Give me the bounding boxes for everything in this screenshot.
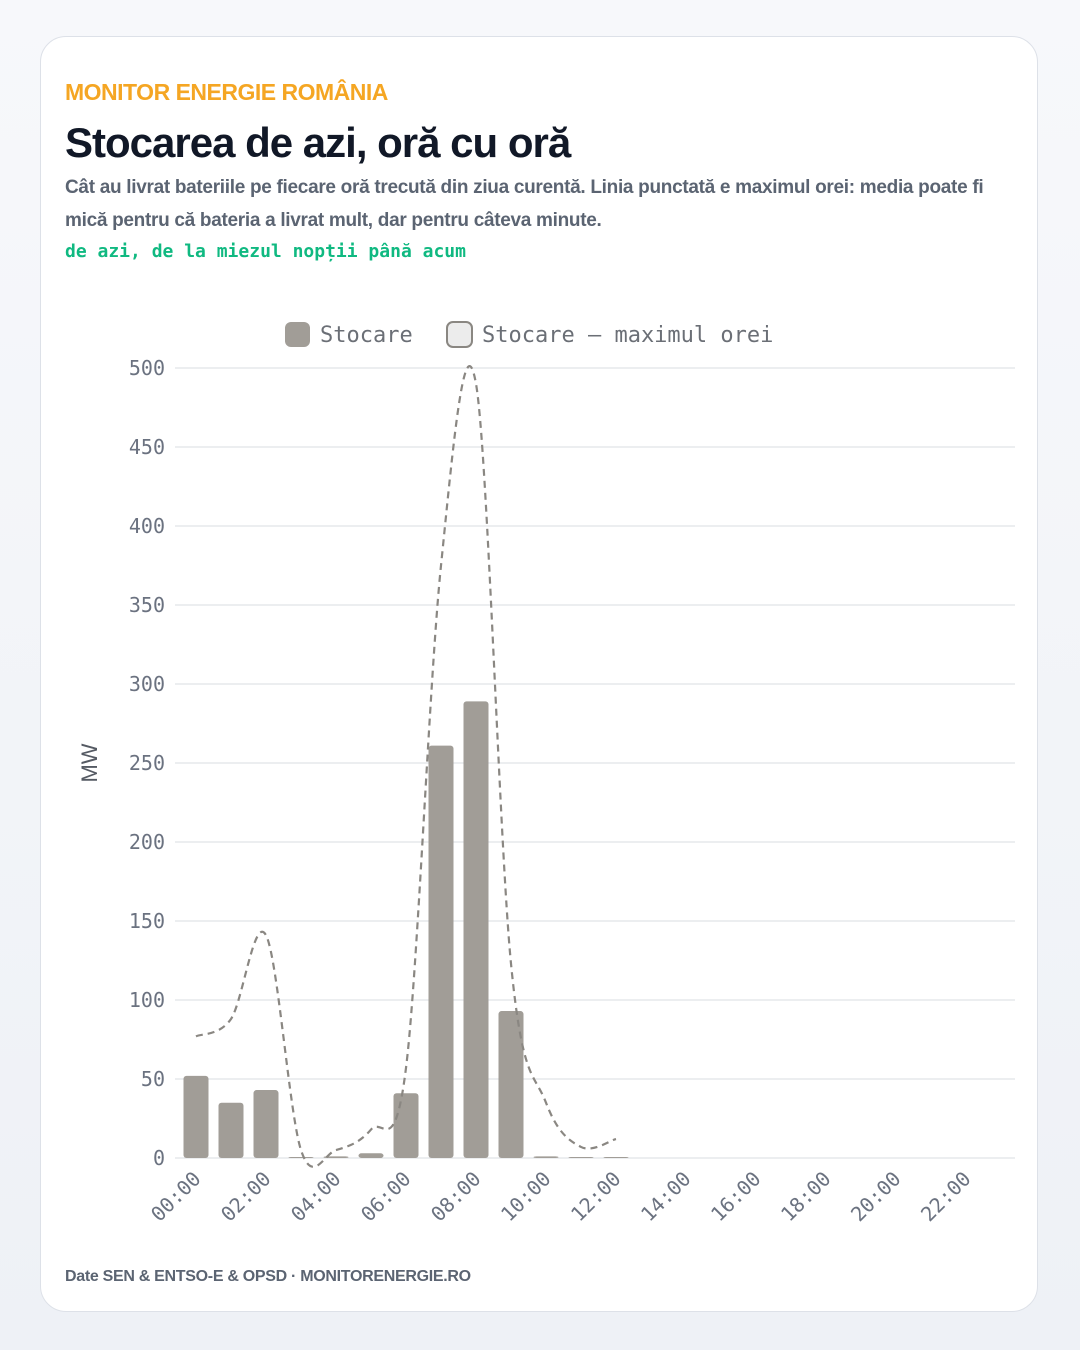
line-stocare-max xyxy=(195,365,617,1168)
y-tick-label: 300 xyxy=(129,672,165,696)
bar-stocare xyxy=(288,1157,314,1158)
x-tick-label: 02:00 xyxy=(216,1167,276,1227)
y-tick-label: 0 xyxy=(153,1146,165,1170)
x-tick-label: 20:00 xyxy=(846,1167,906,1227)
x-tick-label: 04:00 xyxy=(286,1167,346,1227)
y-tick-label: 500 xyxy=(129,356,165,380)
brand-label: MONITOR ENERGIE ROMÂNIA xyxy=(65,79,388,105)
bar-stocare xyxy=(358,1153,384,1158)
bar-stocare xyxy=(183,1075,209,1158)
y-tick-label: 450 xyxy=(129,435,165,459)
legend-swatch-stocare-max xyxy=(446,321,473,348)
bar-stocare xyxy=(568,1157,594,1158)
chart-subtitle: Cât au livrat bateriile pe fiecare oră t… xyxy=(65,177,984,231)
bar-stocare xyxy=(498,1011,524,1158)
bar-stocare xyxy=(393,1093,419,1158)
bar-stocare xyxy=(253,1090,279,1158)
x-tick-label: 08:00 xyxy=(426,1167,486,1227)
legend-label-stocare: Stocare xyxy=(320,323,413,348)
x-tick-label: 00:00 xyxy=(146,1167,206,1227)
bar-stocare xyxy=(463,701,489,1158)
y-tick-label: 100 xyxy=(129,988,165,1012)
legend-swatch-stocare xyxy=(285,322,310,347)
date-range-label: de azi, de la miezul nopții până acum xyxy=(65,241,466,262)
x-tick-label: 14:00 xyxy=(636,1167,696,1227)
y-tick-label: 200 xyxy=(129,830,165,854)
bar-stocare xyxy=(533,1156,559,1158)
x-tick-label: 10:00 xyxy=(496,1167,556,1227)
x-tick-label: 18:00 xyxy=(776,1167,836,1227)
y-tick-label: 250 xyxy=(129,751,165,775)
x-tick-label: 06:00 xyxy=(356,1167,416,1227)
x-tick-label: 12:00 xyxy=(566,1167,626,1227)
page-title: Stocarea de azi, oră cu oră xyxy=(65,119,571,166)
y-tick-label: 400 xyxy=(129,514,165,538)
legend-label-stocare-max: Stocare — maximul orei xyxy=(482,323,773,348)
source-footer: Date SEN & ENTSO-E & OPSD · MONITORENERG… xyxy=(65,1268,471,1285)
bar-stocare xyxy=(428,745,454,1158)
bar-stocare xyxy=(218,1102,244,1158)
x-tick-label: 22:00 xyxy=(916,1167,976,1227)
x-tick-label: 16:00 xyxy=(706,1167,766,1227)
bar-stocare xyxy=(603,1157,629,1158)
y-tick-label: 350 xyxy=(129,593,165,617)
y-tick-label: 50 xyxy=(141,1067,165,1091)
y-tick-label: 150 xyxy=(129,909,165,933)
y-axis-label: MW xyxy=(77,743,102,782)
bar-stocare xyxy=(323,1156,349,1158)
